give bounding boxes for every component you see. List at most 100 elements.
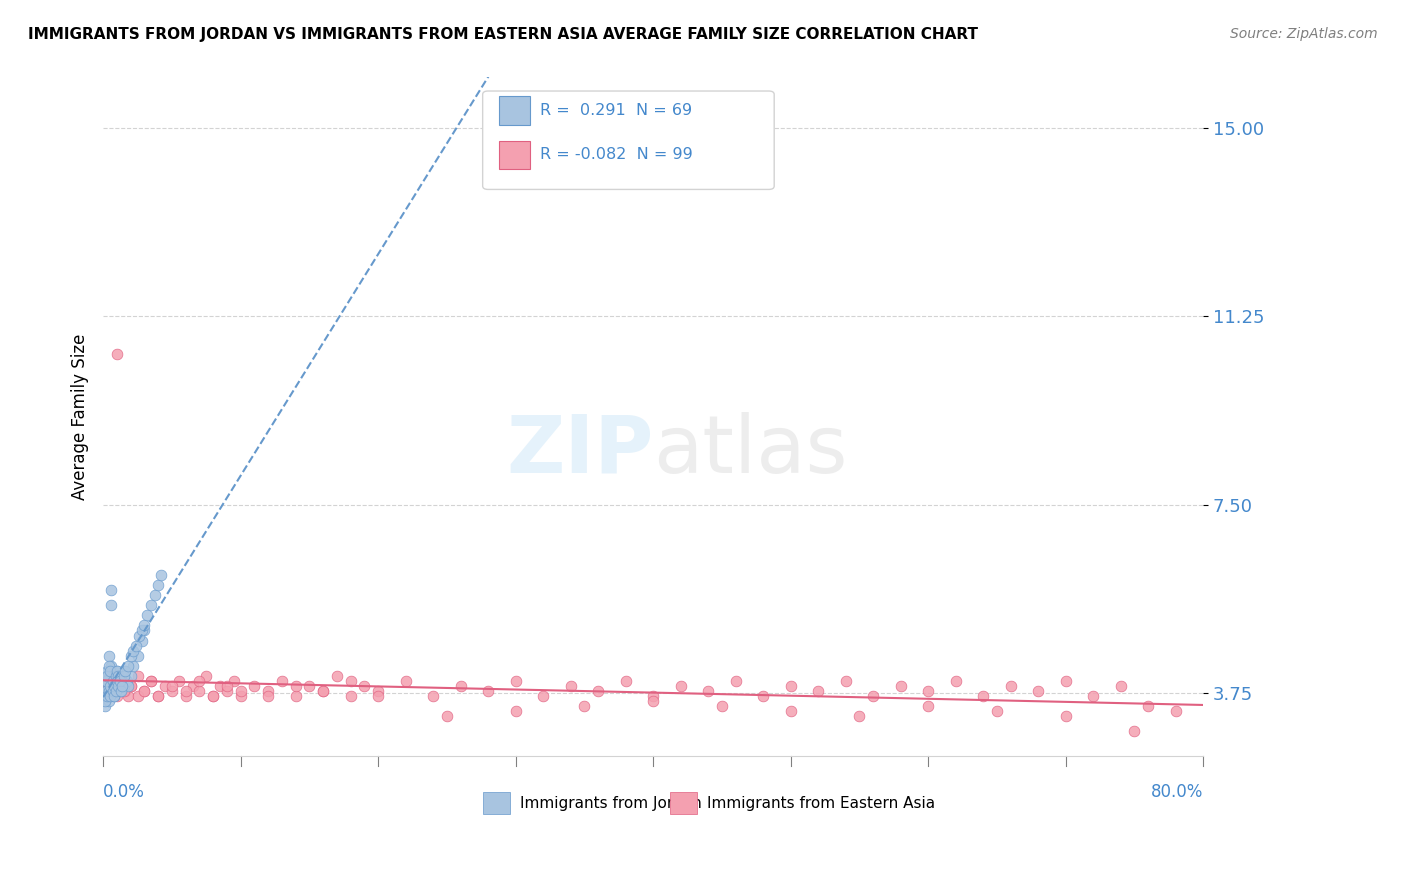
Point — [643, 694, 665, 708]
Point — [257, 683, 280, 698]
Point — [222, 673, 245, 688]
Point — [643, 689, 665, 703]
Point — [208, 679, 231, 693]
Point — [103, 679, 125, 693]
Point — [505, 704, 527, 718]
Point — [917, 683, 939, 698]
Point — [614, 673, 637, 688]
Point — [122, 643, 145, 657]
Text: atlas: atlas — [654, 412, 848, 490]
Point — [114, 664, 136, 678]
Point — [229, 689, 252, 703]
Point — [986, 704, 1008, 718]
Point — [93, 683, 115, 698]
Point — [112, 679, 135, 693]
Point — [353, 679, 375, 693]
Point — [1123, 724, 1146, 739]
Point — [114, 683, 136, 698]
Point — [122, 658, 145, 673]
Point — [105, 683, 128, 698]
Point — [108, 673, 131, 688]
Point — [1109, 679, 1132, 693]
Point — [101, 683, 124, 698]
Point — [104, 669, 127, 683]
Point — [98, 689, 121, 703]
Point — [120, 669, 142, 683]
Point — [101, 683, 124, 698]
Point — [134, 683, 156, 698]
Point — [367, 683, 389, 698]
Point — [100, 679, 122, 693]
Point — [917, 698, 939, 713]
Point — [1137, 698, 1160, 713]
Point — [120, 648, 142, 663]
Point — [752, 689, 775, 703]
Point — [104, 683, 127, 698]
Point — [181, 679, 204, 693]
Point — [105, 347, 128, 361]
Point — [105, 664, 128, 678]
Point — [834, 673, 856, 688]
Point — [422, 689, 444, 703]
Point — [848, 709, 870, 723]
Point — [115, 673, 138, 688]
Point — [128, 628, 150, 642]
Point — [134, 618, 156, 632]
Point — [127, 669, 149, 683]
Point — [257, 689, 280, 703]
Point — [101, 679, 124, 693]
Text: R = -0.082  N = 99: R = -0.082 N = 99 — [540, 147, 693, 162]
Point — [167, 673, 190, 688]
Point — [134, 624, 156, 638]
Point — [94, 679, 117, 693]
Point — [98, 669, 121, 683]
Point — [101, 673, 124, 688]
Point — [104, 669, 127, 683]
Point — [149, 568, 172, 582]
Point — [779, 679, 801, 693]
Point — [141, 673, 163, 688]
Point — [96, 673, 118, 688]
Point — [93, 698, 115, 713]
Text: ZIP: ZIP — [506, 412, 654, 490]
Point — [111, 669, 134, 683]
Point — [146, 689, 169, 703]
Point — [94, 673, 117, 688]
Point — [120, 679, 142, 693]
Point — [108, 679, 131, 693]
Point — [107, 669, 129, 683]
Point — [100, 583, 122, 598]
Point — [779, 704, 801, 718]
Point — [117, 658, 139, 673]
Point — [697, 683, 720, 698]
Point — [98, 664, 121, 678]
Point — [146, 689, 169, 703]
Point — [153, 679, 176, 693]
Point — [100, 658, 122, 673]
Y-axis label: Average Family Size: Average Family Size — [72, 334, 89, 500]
Point — [111, 679, 134, 693]
Point — [298, 679, 321, 693]
Point — [98, 679, 121, 693]
Point — [108, 683, 131, 698]
Point — [94, 673, 117, 688]
Point — [101, 673, 124, 688]
Point — [97, 648, 120, 663]
Point — [125, 639, 148, 653]
Point — [100, 669, 122, 683]
Point — [110, 683, 132, 698]
Point — [141, 599, 163, 613]
Point — [117, 679, 139, 693]
Point — [103, 679, 125, 693]
Point — [97, 694, 120, 708]
Point — [395, 673, 418, 688]
Point — [560, 679, 582, 693]
Point — [1083, 689, 1105, 703]
Point — [112, 669, 135, 683]
Point — [312, 683, 335, 698]
Point — [1054, 709, 1077, 723]
Point — [105, 689, 128, 703]
Point — [202, 689, 225, 703]
Point — [188, 683, 211, 698]
Point — [103, 683, 125, 698]
